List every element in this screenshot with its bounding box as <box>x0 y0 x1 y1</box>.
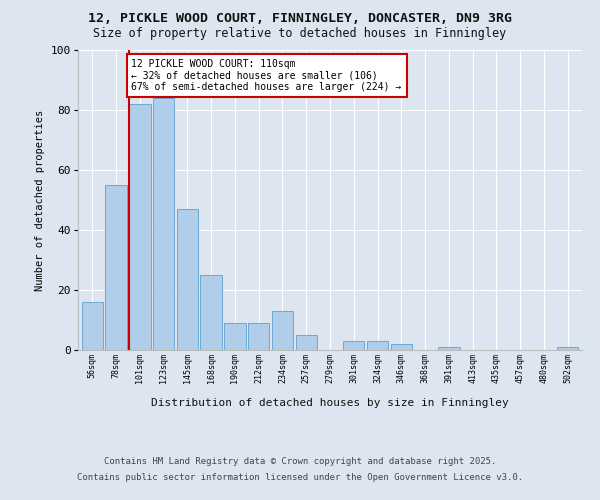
Bar <box>367 341 388 350</box>
Bar <box>557 347 578 350</box>
Bar <box>106 185 127 350</box>
Bar <box>343 341 364 350</box>
Text: 12 PICKLE WOOD COURT: 110sqm
← 32% of detached houses are smaller (106)
67% of s: 12 PICKLE WOOD COURT: 110sqm ← 32% of de… <box>131 59 402 92</box>
Bar <box>129 104 151 350</box>
Bar <box>248 323 269 350</box>
Bar <box>82 302 103 350</box>
Text: Contains public sector information licensed under the Open Government Licence v3: Contains public sector information licen… <box>77 472 523 482</box>
Text: Contains HM Land Registry data © Crown copyright and database right 2025.: Contains HM Land Registry data © Crown c… <box>104 458 496 466</box>
Bar <box>272 311 293 350</box>
Y-axis label: Number of detached properties: Number of detached properties <box>35 110 45 290</box>
Bar <box>153 98 174 350</box>
Text: Distribution of detached houses by size in Finningley: Distribution of detached houses by size … <box>151 398 509 407</box>
Text: Size of property relative to detached houses in Finningley: Size of property relative to detached ho… <box>94 28 506 40</box>
Text: 12, PICKLE WOOD COURT, FINNINGLEY, DONCASTER, DN9 3RG: 12, PICKLE WOOD COURT, FINNINGLEY, DONCA… <box>88 12 512 26</box>
Bar <box>296 335 317 350</box>
Bar <box>200 275 222 350</box>
Bar <box>438 347 460 350</box>
Bar <box>224 323 245 350</box>
Bar <box>176 209 198 350</box>
Bar <box>391 344 412 350</box>
